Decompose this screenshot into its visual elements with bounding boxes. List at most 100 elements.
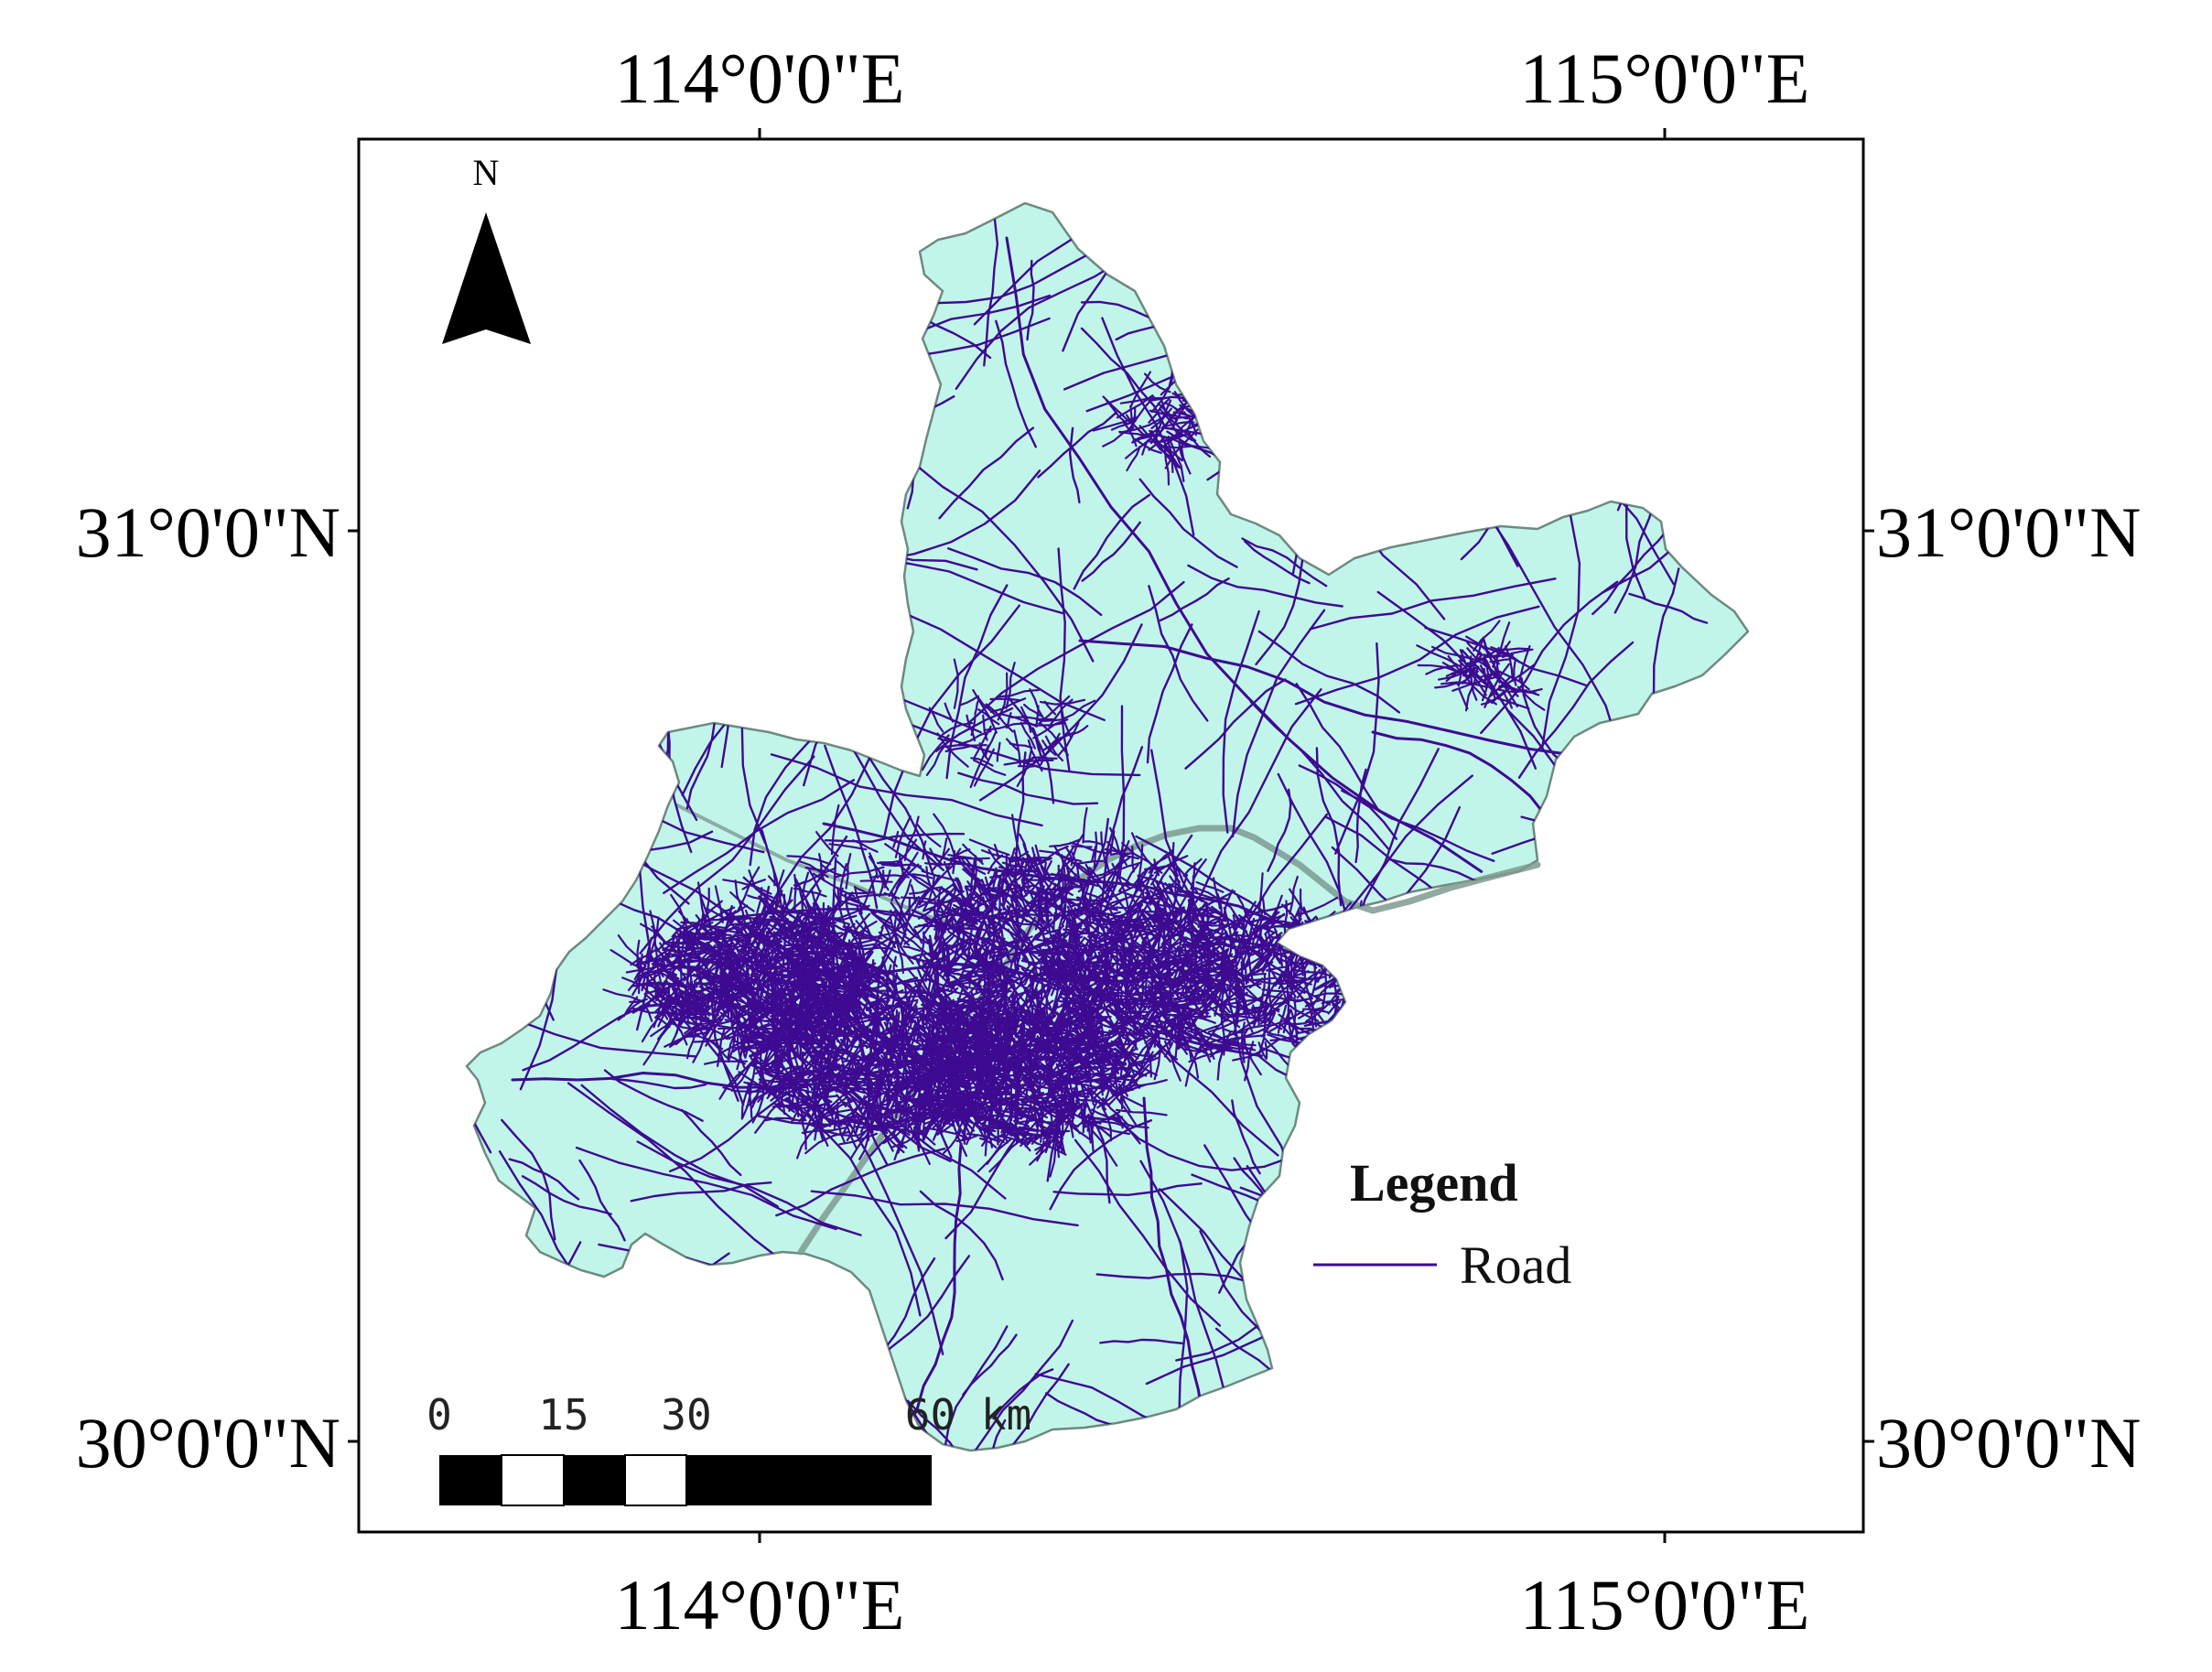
urban-road-segment [1144,912,1165,923]
urban-road-segment [928,934,933,976]
urban-road-segment [1261,955,1276,974]
urban-road-segment [1145,953,1169,959]
urban-road-segment [1258,945,1301,969]
urban-road-segment [1220,1023,1269,1040]
urban-road-segment [1173,1013,1179,1046]
urban-road-segment [1121,972,1168,986]
urban-road-segment [1283,900,1289,939]
lon-label-top-115: 115°0'0"E [1520,38,1810,118]
urban-road-segment [1033,933,1066,949]
urban-road-segment [1115,852,1128,868]
urban-road-segment [631,1007,661,1014]
urban-road-segment [1020,913,1050,917]
graticule-ticks [348,128,1874,1543]
urban-road-segment [1322,965,1327,1009]
urban-road-segment [1260,973,1267,1013]
urban-road-segment [1262,898,1267,916]
urban-road-segment [889,915,900,945]
urban-road-segment [950,857,990,860]
road-segment [1184,678,1287,770]
urban-road-segment [927,938,935,967]
urban-road-segment [1080,989,1114,1012]
urban-road-segment [795,948,825,954]
urban-road-segment [1282,955,1290,980]
urban-road-segment [1304,999,1322,1008]
urban-road-segment [989,887,1023,918]
urban-road-segment [1015,907,1028,940]
urban-road-segment [1044,901,1071,914]
urban-road-segment [1106,903,1126,938]
urban-road-segment [879,859,901,864]
urban-road-segment [890,863,920,902]
urban-road-segment [1169,867,1181,883]
urban-road-segment [927,1088,956,1093]
urban-road-segment [1118,864,1139,891]
urban-road-segment [668,984,692,998]
urban-road-segment [1012,936,1020,971]
urban-road-segment [1018,918,1052,956]
urban-road-segment [1192,982,1221,1003]
urban-road-segment [1117,890,1163,900]
urban-road-segment [1082,806,1088,844]
urban-road-segment [1221,1041,1257,1047]
urban-road-segment [990,979,1010,995]
urban-road-segment [1240,1027,1249,1045]
urban-road-segment [686,956,721,998]
urban-road-segment [962,843,984,866]
urban-road-segment [729,938,733,969]
urban-road-segment [852,839,879,853]
road-segment [1146,623,1193,764]
urban-road-segment [1084,863,1113,901]
urban-road-segment [1179,936,1188,959]
urban-road-segment [944,941,968,952]
road-segment [1101,317,1195,536]
urban-road-segment [878,931,897,944]
urban-road-segment [1165,1009,1193,1023]
urban-road-segment [1180,971,1188,1000]
urban-road-segment [815,831,839,858]
road-segment [906,1399,991,1451]
urban-road-segment [617,934,647,967]
urban-road-segment [1327,1000,1342,1015]
urban-road-segment [1207,976,1246,992]
road-segment [1481,505,1621,751]
urban-road-segment [1005,878,1020,907]
urban-road-segment [896,939,914,965]
urban-road-segment [747,925,777,951]
urban-road-segment [1148,848,1174,874]
road-segment [521,1175,612,1215]
road-segment [1007,696,1055,804]
urban-road-segment [1182,979,1199,997]
urban-road-segment [936,965,968,991]
road-segment [1080,327,1165,426]
urban-road-segment [898,863,931,890]
urban-road-segment [1001,861,1028,868]
urban-road-segment [996,917,1011,927]
urban-road-segment [659,942,674,967]
urban-road-segment [1166,960,1173,1008]
urban-road-segment [1172,912,1183,933]
urban-road-segment [715,937,724,975]
urban-road-segment [1017,908,1049,933]
urban-road-segment [822,901,825,932]
urban-road-segment [1101,997,1115,1027]
urban-road-segment [991,870,998,892]
urban-road-segment [1112,961,1137,974]
road-segment [566,1082,794,1270]
urban-road-segment [835,859,849,873]
urban-road-segment [1242,986,1254,1033]
urban-road-segment [649,956,662,973]
urban-road-segment [1039,968,1060,1005]
urban-road-segment [932,847,950,871]
urban-road-segment [984,921,997,947]
urban-road-segment [977,899,981,921]
urban-road-segment [1011,850,1030,863]
road-segment [1267,788,1292,872]
urban-road-segment [894,815,912,858]
road-segment [810,1190,1079,1227]
urban-road-segment [1106,870,1117,891]
urban-road-segment [1153,858,1160,877]
urban-road-segment [935,914,947,930]
urban-road-segment [1289,949,1293,983]
urban-road-segment [1076,933,1085,964]
